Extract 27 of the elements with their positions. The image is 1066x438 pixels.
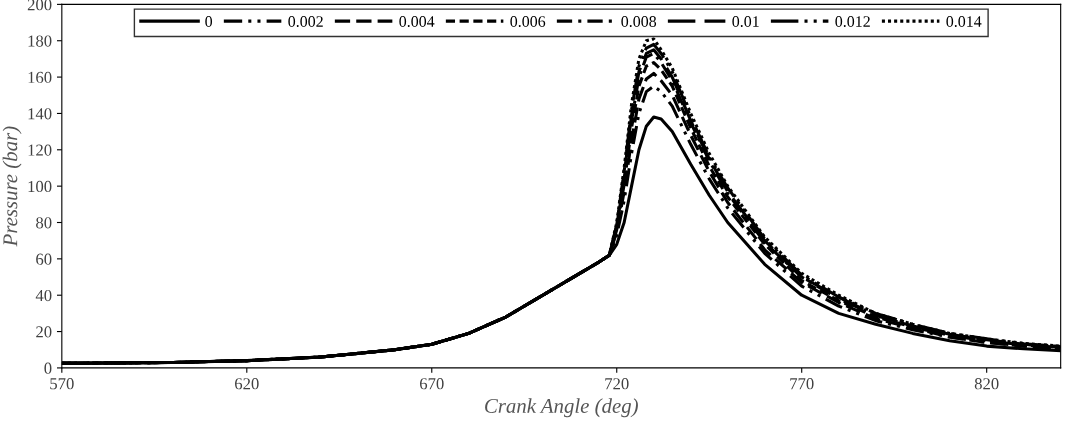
- y-axis-title: Pressure (bar): [2, 126, 22, 247]
- y-tick-label: 0: [44, 362, 52, 374]
- legend-label: 0.004: [399, 16, 435, 27]
- y-tick-label: 100: [28, 180, 52, 193]
- x-tick-label: 570: [50, 378, 74, 390]
- x-tick-label: 820: [974, 378, 999, 390]
- y-tick-label: 40: [35, 289, 52, 302]
- legend-label: 0: [205, 16, 213, 27]
- legend-label: 0.01: [732, 16, 759, 27]
- y-tick-label: 140: [28, 108, 52, 120]
- y-tick-label: 180: [28, 35, 52, 47]
- x-tick-label: 620: [235, 378, 259, 390]
- x-tick-label: 770: [790, 378, 814, 390]
- y-tick-label: 160: [28, 71, 52, 84]
- legend-label: 0.002: [288, 16, 323, 27]
- legend-label: 0.014: [946, 16, 982, 27]
- y-tick-label: 80: [36, 217, 52, 229]
- x-axis-title: Crank Angle (deg): [485, 398, 638, 418]
- x-tick-label: 670: [419, 378, 444, 390]
- y-tick-label: 20: [36, 326, 52, 338]
- y-tick-label: 200: [27, 0, 52, 11]
- legend-label: 0.012: [835, 16, 870, 27]
- y-tick-label: 60: [36, 253, 52, 265]
- x-tick-label: 720: [605, 378, 629, 390]
- y-tick-label: 120: [28, 144, 52, 156]
- legend-label: 0.008: [621, 16, 657, 27]
- legend-label: 0.006: [510, 16, 546, 27]
